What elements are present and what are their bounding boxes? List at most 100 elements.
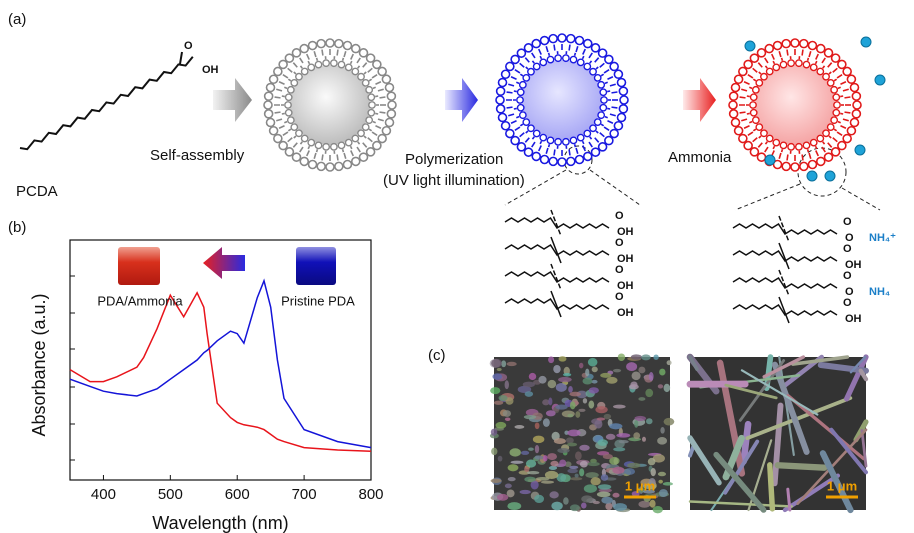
tail xyxy=(753,79,756,81)
tail xyxy=(747,96,750,97)
tail xyxy=(369,129,372,131)
tail xyxy=(809,153,811,159)
grain xyxy=(633,432,640,439)
tail xyxy=(284,122,287,123)
grain xyxy=(559,459,566,466)
tail xyxy=(583,145,585,150)
tail xyxy=(611,107,617,108)
head xyxy=(788,144,794,150)
head xyxy=(511,137,519,145)
tail xyxy=(595,58,599,63)
head xyxy=(578,59,584,65)
tail xyxy=(357,58,360,63)
head xyxy=(300,45,308,53)
panel-label: (b) xyxy=(8,219,26,236)
grain xyxy=(545,471,558,479)
tail xyxy=(583,49,585,54)
x-tick-label: 600 xyxy=(225,486,250,503)
grain xyxy=(579,468,584,476)
head xyxy=(600,89,606,95)
head xyxy=(774,42,782,50)
head xyxy=(605,55,613,63)
grain xyxy=(563,373,571,376)
atom-label: O xyxy=(184,40,193,52)
grain xyxy=(492,373,502,380)
tail xyxy=(772,54,774,59)
ammonia xyxy=(875,75,885,85)
tail xyxy=(546,46,548,52)
head xyxy=(279,142,287,150)
tail xyxy=(288,138,293,142)
tail xyxy=(773,61,774,64)
grain xyxy=(601,474,609,481)
grain xyxy=(585,369,589,377)
grain xyxy=(497,368,502,371)
tail xyxy=(279,126,284,128)
head xyxy=(833,110,839,116)
head xyxy=(796,144,802,150)
tail xyxy=(607,91,610,92)
head xyxy=(296,130,302,136)
grain xyxy=(510,448,521,456)
tail xyxy=(279,82,284,84)
head xyxy=(338,61,344,67)
grain xyxy=(583,398,587,403)
grain xyxy=(634,420,638,428)
grain xyxy=(505,484,512,489)
head xyxy=(853,101,861,109)
head xyxy=(267,84,275,92)
head xyxy=(323,60,329,66)
tail xyxy=(358,66,360,68)
scale-label: 1 μm xyxy=(625,478,655,493)
grain xyxy=(658,480,663,484)
tail xyxy=(357,147,360,152)
tail xyxy=(607,121,612,123)
legend-label: Pristine PDA xyxy=(281,293,355,308)
vial xyxy=(118,247,160,285)
head xyxy=(584,63,590,69)
tail xyxy=(351,54,353,59)
grain xyxy=(505,418,511,421)
head xyxy=(382,127,390,135)
tail xyxy=(307,54,309,59)
grain xyxy=(534,495,544,503)
tail xyxy=(525,138,529,143)
grain xyxy=(642,437,646,442)
grain xyxy=(627,463,640,468)
backbone xyxy=(551,237,561,263)
tail xyxy=(838,122,841,123)
head xyxy=(540,59,546,65)
tail xyxy=(554,45,555,51)
tail xyxy=(275,97,281,98)
head xyxy=(773,64,779,70)
tail xyxy=(833,138,838,142)
grain xyxy=(598,484,611,489)
grain xyxy=(579,363,583,369)
ammonia xyxy=(825,171,835,181)
grain xyxy=(521,451,529,455)
grain xyxy=(527,471,539,474)
head xyxy=(265,92,273,100)
head xyxy=(264,101,272,109)
tail xyxy=(589,142,592,147)
head xyxy=(598,112,604,118)
grain xyxy=(529,373,536,380)
tail xyxy=(779,51,781,57)
head xyxy=(367,148,375,156)
head xyxy=(750,54,758,62)
head xyxy=(502,70,510,78)
head xyxy=(378,135,386,143)
head xyxy=(757,49,765,57)
grain xyxy=(507,362,517,366)
head xyxy=(368,110,374,116)
tail xyxy=(358,142,360,144)
sem-images xyxy=(490,353,866,513)
head xyxy=(780,142,786,148)
tail xyxy=(540,56,541,59)
head xyxy=(309,160,317,168)
grain xyxy=(591,380,597,384)
head xyxy=(270,75,278,83)
tail xyxy=(823,142,825,144)
tail xyxy=(351,146,352,149)
head xyxy=(360,49,368,57)
